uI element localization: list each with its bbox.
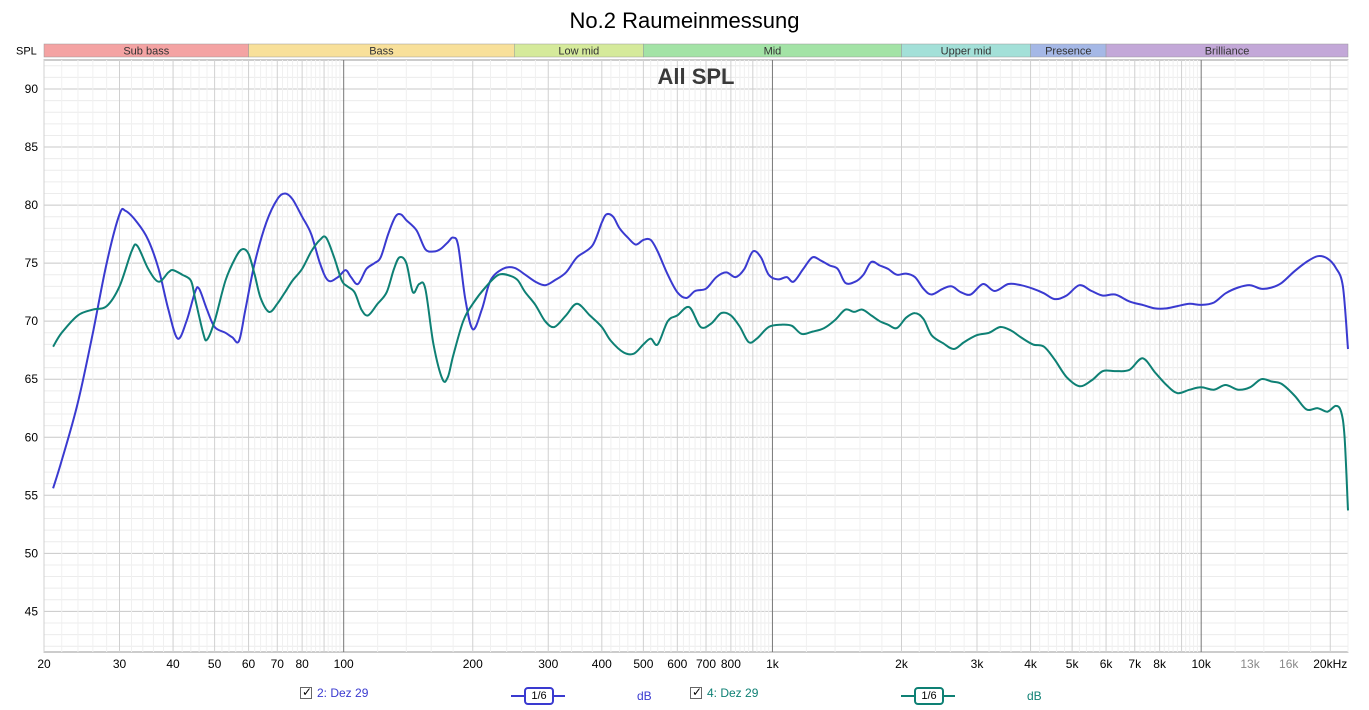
x-tick-label: 5k bbox=[1066, 657, 1080, 671]
x-tick-label: 50 bbox=[208, 657, 222, 671]
frequency-response-chart: Sub bass Bass Low mid Mid Upper mid Presence B… bbox=[16, 43, 1349, 671]
x-tick-label: 400 bbox=[592, 657, 612, 671]
legend-entry-series-2[interactable]: 4: Dez 29 bbox=[690, 685, 759, 700]
series-line-2 bbox=[52, 235, 1349, 511]
x-tick-label: 70 bbox=[271, 657, 285, 671]
x-tick-label: 30 bbox=[113, 657, 127, 671]
x-tick-label: 800 bbox=[721, 657, 741, 671]
y-tick-label: 75 bbox=[25, 256, 39, 270]
x-tick-label: 300 bbox=[538, 657, 558, 671]
band-brilliance bbox=[1105, 43, 1349, 58]
x-tick-label: 1k bbox=[766, 657, 780, 671]
x-tick-label: 60 bbox=[242, 657, 256, 671]
y-tick-label: 45 bbox=[25, 604, 39, 618]
series-2-smoothing-value: 1/6 bbox=[914, 687, 944, 705]
x-tick-label: 20kHz bbox=[1313, 657, 1347, 671]
chart-subtitle: All SPL bbox=[657, 64, 734, 89]
series-1-smoothing-control[interactable]: 1/6 bbox=[511, 686, 565, 705]
series-2-unit: dB bbox=[1027, 689, 1042, 703]
x-tick-label: 20 bbox=[37, 657, 51, 671]
series-2-label: 4: Dez 29 bbox=[707, 686, 759, 700]
y-tick-label: 90 bbox=[25, 82, 39, 96]
x-tick-label: 2k bbox=[895, 657, 909, 671]
series-2-checkbox[interactable] bbox=[690, 685, 702, 699]
band-label: Mid bbox=[764, 46, 782, 58]
band-label: Low mid bbox=[558, 46, 599, 58]
x-tick-label: 16k bbox=[1279, 657, 1299, 671]
x-tick-label: 200 bbox=[463, 657, 483, 671]
x-tick-label: 8k bbox=[1153, 657, 1167, 671]
series-line-1 bbox=[52, 192, 1349, 489]
x-tick-label: 6k bbox=[1100, 657, 1114, 671]
series-2-smoothing-control[interactable]: 1/6 bbox=[901, 686, 955, 705]
band-label: Presence bbox=[1045, 46, 1091, 58]
x-tick-label: 13k bbox=[1240, 657, 1260, 671]
band-label: Brilliance bbox=[1205, 46, 1250, 58]
x-tick-label: 7k bbox=[1128, 657, 1142, 671]
x-tick-label: 100 bbox=[334, 657, 354, 671]
y-tick-label: 55 bbox=[25, 488, 39, 502]
x-tick-label: 600 bbox=[667, 657, 687, 671]
x-tick-label: 10k bbox=[1192, 657, 1212, 671]
y-axis-label: SPL bbox=[16, 46, 37, 58]
x-tick-label: 40 bbox=[166, 657, 180, 671]
x-tick-label: 80 bbox=[295, 657, 309, 671]
y-tick-label: 85 bbox=[25, 140, 39, 154]
legend-entry-series-1[interactable]: 2: Dez 29 bbox=[300, 685, 369, 700]
y-tick-label: 65 bbox=[25, 372, 39, 386]
x-tick-label: 4k bbox=[1024, 657, 1038, 671]
x-tick-label: 500 bbox=[633, 657, 653, 671]
series-1-label: 2: Dez 29 bbox=[317, 686, 369, 700]
y-tick-label: 80 bbox=[25, 198, 39, 212]
y-tick-label: 70 bbox=[25, 314, 39, 328]
series-1-smoothing-value: 1/6 bbox=[524, 687, 554, 705]
band-label: Upper mid bbox=[941, 46, 992, 58]
band-label: Bass bbox=[369, 46, 394, 58]
y-tick-label: 60 bbox=[25, 430, 39, 444]
x-tick-label: 700 bbox=[696, 657, 716, 671]
y-tick-label: 50 bbox=[25, 546, 39, 560]
chart-title: No.2 Raumeinmessung bbox=[569, 8, 800, 33]
series-1-checkbox[interactable] bbox=[300, 685, 312, 699]
series-1-unit: dB bbox=[637, 689, 652, 703]
x-tick-label: 3k bbox=[971, 657, 985, 671]
band-label: Sub bass bbox=[123, 46, 169, 58]
